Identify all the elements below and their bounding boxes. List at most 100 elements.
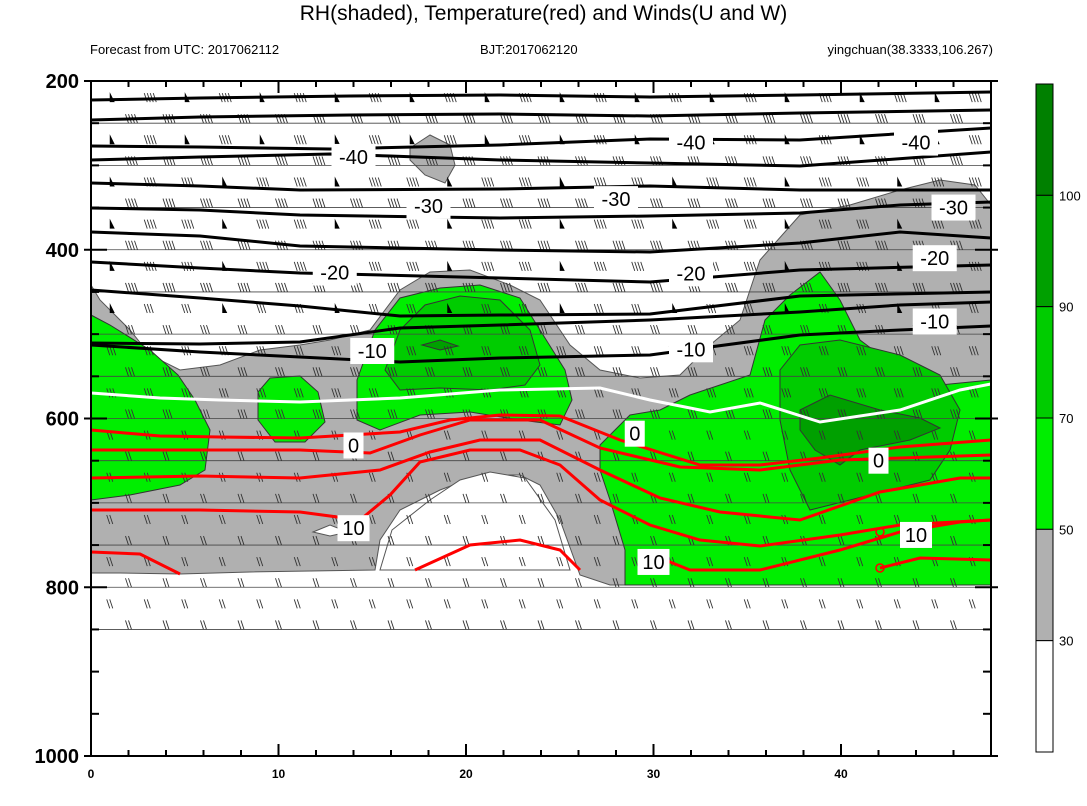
y-tick-label: 200: [46, 71, 79, 93]
barb-feather: [731, 409, 735, 419]
barb-feather: [521, 557, 526, 567]
wind-barb: [612, 367, 623, 377]
wind-barb: [518, 557, 526, 567]
barb-feather: [487, 177, 492, 187]
wind-barb: [312, 198, 326, 208]
barb-feather: [575, 282, 579, 293]
barb-feather: [893, 599, 898, 609]
barb-feather: [237, 282, 242, 293]
barb-feather: [506, 198, 510, 208]
wind-barb: [275, 367, 285, 377]
barb-feather: [278, 282, 282, 293]
barb-feather: [446, 135, 451, 145]
barb-feather: [240, 409, 245, 419]
barb-feather: [387, 282, 392, 293]
barb-feather: [934, 177, 939, 187]
barb-feather: [559, 472, 564, 482]
barb-feather: [465, 535, 470, 546]
contour-line: [91, 324, 991, 364]
barb-feather: [875, 620, 879, 630]
barb-feather: [128, 282, 132, 293]
wind-barb: [856, 514, 864, 525]
wind-barb: [687, 451, 695, 461]
barb-feather: [800, 578, 804, 588]
barb-feather: [971, 303, 976, 314]
wind-barb: [912, 493, 920, 504]
barb-feather: [162, 451, 167, 461]
wind-barb: [897, 176, 903, 187]
barb-feather: [749, 303, 754, 314]
barb-feather: [128, 198, 132, 208]
barb-feather: [840, 367, 845, 377]
wind-barb: [743, 430, 751, 440]
wind-barb: [706, 430, 714, 440]
barb-feather: [425, 367, 429, 377]
wind-barb: [687, 198, 701, 208]
wind-barb: [687, 493, 695, 504]
barb-feather: [506, 240, 510, 250]
wind-barb: [387, 578, 395, 588]
barb-feather: [881, 240, 885, 250]
colorbar-label: 30: [1059, 634, 1073, 649]
barb-feather: [312, 493, 317, 504]
barb-feather: [749, 219, 754, 229]
barb-feather: [315, 324, 320, 335]
barb-feather: [353, 409, 357, 419]
barb-feather: [584, 282, 588, 293]
barb-feather: [521, 219, 526, 229]
barb-feather: [284, 198, 288, 208]
barb-feather: [377, 177, 382, 187]
barb-feather: [843, 240, 848, 250]
barb-feather: [184, 514, 189, 525]
barb-feather: [503, 282, 507, 293]
barb-feather: [181, 599, 186, 609]
barb-feather: [915, 367, 920, 377]
barb-feather: [506, 367, 510, 377]
wind-barb: [312, 620, 320, 630]
barb-feather: [671, 514, 676, 525]
barb-feather: [575, 493, 579, 504]
contour-label: -20: [320, 263, 349, 285]
wind-barb: [968, 388, 979, 398]
barb-feather: [781, 472, 786, 482]
barb-flag: [184, 134, 190, 145]
barb-feather: [368, 557, 373, 567]
barb-flag: [672, 176, 678, 187]
barb-feather: [862, 388, 867, 398]
barb-feather: [581, 367, 585, 377]
wind-barb: [293, 219, 307, 229]
wind-barb: [556, 599, 564, 609]
barb-feather: [312, 451, 317, 461]
barb-feather: [393, 409, 398, 419]
barb-feather: [631, 303, 636, 314]
x-tick-label: 20: [459, 767, 473, 781]
barb-feather: [409, 303, 414, 314]
barb-feather: [596, 388, 601, 398]
wind-barb: [331, 557, 339, 567]
barb-flag: [334, 303, 340, 314]
wind-barb: [781, 346, 792, 356]
wind-barb: [687, 324, 698, 335]
barb-feather: [765, 367, 770, 377]
barb-feather: [209, 240, 213, 250]
barb-feather: [899, 346, 904, 356]
barb-feather: [203, 240, 207, 250]
barb-feather: [934, 430, 939, 440]
wind-barb: [950, 114, 963, 124]
wind-barb: [837, 198, 851, 208]
barb-feather: [581, 409, 585, 419]
barb-feather: [875, 535, 879, 546]
barb-feather: [593, 346, 598, 356]
barb-feather: [612, 578, 617, 588]
barb-flag: [559, 303, 565, 314]
barb-feather: [875, 282, 879, 293]
barb-feather: [575, 198, 579, 208]
wind-barb: [312, 156, 326, 166]
barb-feather: [540, 240, 545, 250]
barb-feather: [821, 557, 826, 567]
barb-feather: [974, 219, 979, 229]
barb-flag: [447, 176, 453, 187]
wind-barb: [762, 282, 776, 293]
barb-feather: [315, 156, 320, 166]
barb-feather: [637, 388, 642, 398]
